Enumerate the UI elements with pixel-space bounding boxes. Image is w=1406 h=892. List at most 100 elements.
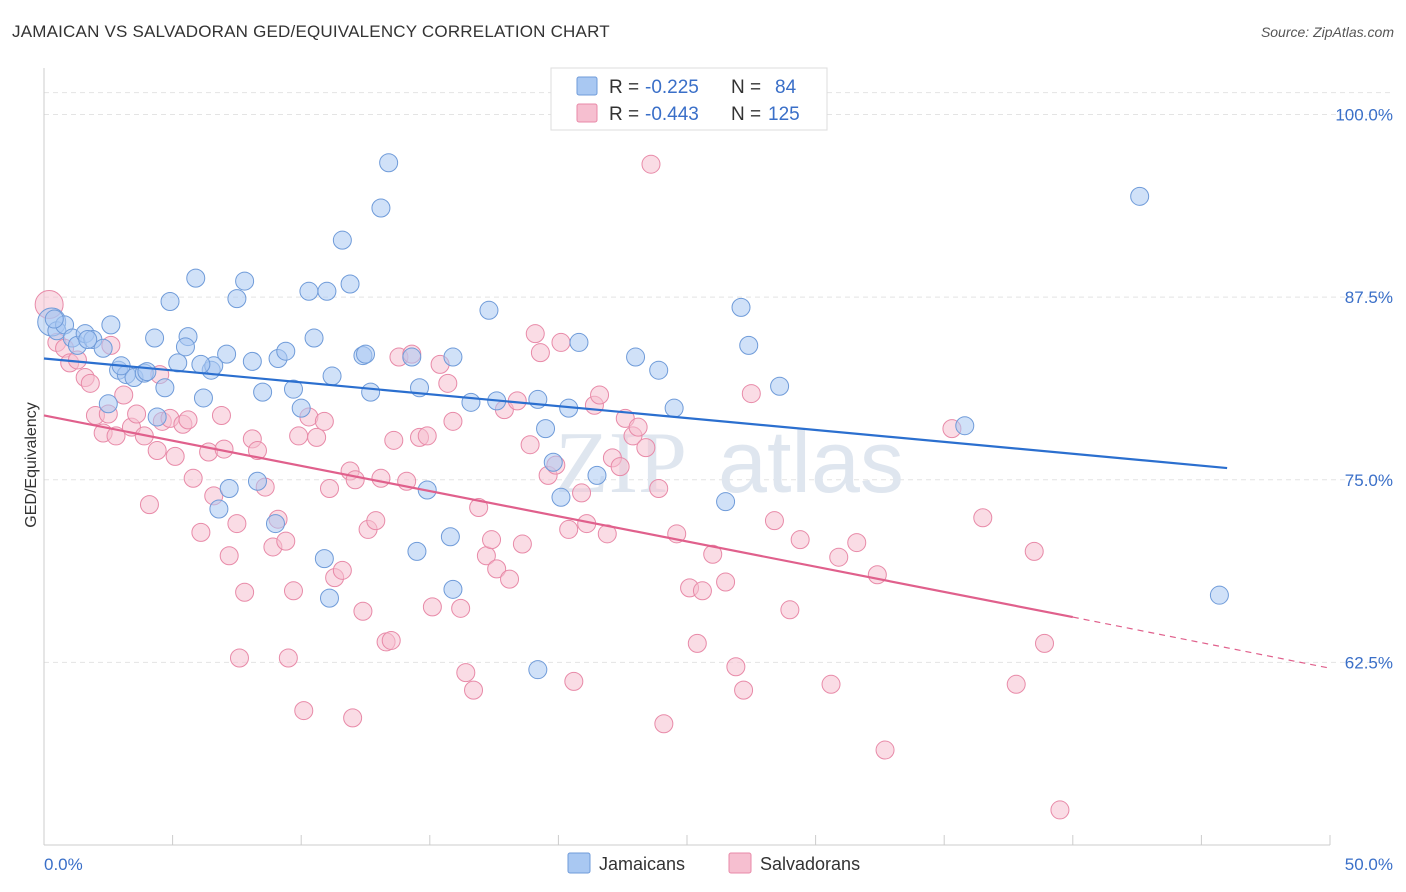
legend-box: R = -0.225 N = 84 R = -0.443 N = 125 [550, 67, 828, 131]
y-tick-label: 100.0% [1335, 106, 1393, 125]
legend-r-label-1: R = [609, 77, 639, 98]
point-jamaican [242, 351, 262, 371]
point-salvadoran [227, 514, 247, 534]
point-salvadoran [500, 569, 520, 589]
point-salvadoran [183, 468, 203, 488]
point-salvadoran [314, 411, 334, 431]
point-jamaican [569, 332, 589, 352]
point-salvadoran [417, 426, 437, 446]
point-jamaican [160, 292, 180, 312]
grid-lines: 62.5% 75.0% 87.5% 100.0% [44, 92, 1393, 672]
y-axis-title: GED/Equivalency [23, 402, 40, 527]
point-salvadoran [520, 435, 540, 455]
point-salvadoran [1024, 541, 1044, 561]
x-tick-label-min: 0.0% [44, 855, 83, 874]
watermark: ZIP atlas [555, 412, 904, 512]
point-jamaican [379, 153, 399, 173]
point-salvadoran [235, 582, 255, 602]
point-salvadoran [829, 547, 849, 567]
point-salvadoran [847, 533, 867, 553]
point-jamaican [322, 366, 342, 386]
point-salvadoran [229, 648, 249, 668]
legend-swatch-jamaicans [576, 76, 598, 96]
point-jamaican [332, 230, 352, 250]
point-salvadoran [278, 648, 298, 668]
point-salvadoran [973, 508, 993, 528]
point-salvadoran [80, 373, 100, 393]
point-salvadoran [641, 154, 661, 174]
trend-line-salvadorans-extension [1072, 616, 1331, 669]
point-jamaican [235, 271, 255, 291]
point-salvadoran [636, 438, 656, 458]
series-jamaicans [37, 153, 1229, 680]
point-salvadoran [726, 657, 746, 677]
point-jamaican [461, 392, 481, 412]
point-salvadoran [530, 343, 550, 363]
point-salvadoran [764, 511, 784, 531]
point-jamaican [1209, 585, 1229, 605]
point-salvadoran [464, 680, 484, 700]
point-salvadoran [294, 701, 314, 721]
point-jamaican [209, 499, 229, 519]
point-jamaican [340, 274, 360, 294]
point-jamaican [304, 328, 324, 348]
point-salvadoran [345, 470, 365, 490]
point-jamaican [145, 328, 165, 348]
point-jamaican [770, 376, 790, 396]
point-salvadoran [734, 680, 754, 700]
legend-n-label-1: N = [731, 77, 761, 98]
point-jamaican [407, 541, 427, 561]
point-salvadoran [127, 404, 147, 424]
legend-r-label-2: R = [609, 104, 639, 125]
point-jamaican [402, 347, 422, 367]
point-salvadoran [165, 446, 185, 466]
point-salvadoran [384, 430, 404, 450]
series-salvadorans [34, 154, 1070, 820]
point-jamaican [536, 419, 556, 439]
point-jamaican [587, 465, 607, 485]
point-salvadoran [139, 495, 159, 515]
point-salvadoran [590, 385, 610, 405]
point-jamaican [147, 407, 167, 427]
watermark-atlas: atlas [718, 412, 904, 511]
point-salvadoran [247, 441, 267, 461]
trend-line-salvadorans [43, 414, 1074, 619]
point-salvadoran [628, 417, 648, 437]
point-jamaican [955, 416, 975, 436]
point-jamaican [193, 388, 213, 408]
point-salvadoran [741, 384, 761, 404]
point-jamaican [247, 471, 267, 491]
point-salvadoran [572, 483, 592, 503]
point-salvadoran [307, 427, 327, 447]
point-salvadoran [319, 479, 339, 499]
trend-lines [43, 357, 1331, 669]
legend-swatch-salvadorans [576, 103, 598, 123]
point-jamaican [276, 341, 296, 361]
point-jamaican [664, 398, 684, 418]
trend-line-jamaicans [43, 357, 1228, 470]
point-jamaican [78, 330, 98, 350]
legend-n-label-2: N = [731, 104, 761, 125]
point-salvadoran [790, 530, 810, 550]
point-jamaican [551, 487, 571, 507]
bottom-legend-label-jamaicans: Jamaicans [599, 854, 685, 874]
point-salvadoran [780, 600, 800, 620]
point-jamaican [319, 588, 339, 608]
point-salvadoran [438, 373, 458, 393]
chart-source: Source: ZipAtlas.com [1260, 24, 1394, 40]
point-jamaican [265, 514, 285, 534]
chart-title: JAMAICAN VS SALVADORAN GED/EQUIVALENCY C… [12, 22, 610, 41]
point-jamaican [101, 315, 121, 335]
point-salvadoran [1006, 674, 1026, 694]
point-salvadoran [276, 531, 296, 551]
point-salvadoran [564, 671, 584, 691]
bottom-legend: Jamaicans Salvadorans [567, 852, 860, 874]
point-jamaican [543, 452, 563, 472]
axes: 0.0% 50.0% [43, 68, 1393, 874]
point-salvadoran [551, 332, 571, 352]
point-salvadoran [191, 522, 211, 542]
point-jamaican [291, 398, 311, 418]
point-jamaican [371, 198, 391, 218]
point-salvadoran [692, 581, 712, 601]
point-jamaican [283, 379, 303, 399]
